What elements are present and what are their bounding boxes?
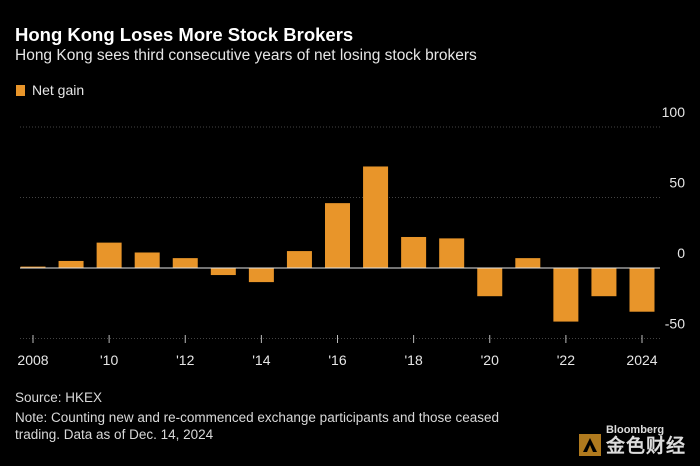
bar (401, 236, 427, 268)
bar (325, 203, 350, 268)
note-text: Note: Counting new and re-commenced exch… (15, 410, 500, 442)
x-tick-label: '12 (176, 352, 194, 368)
bar (20, 266, 46, 268)
bar (439, 238, 465, 268)
legend-label: Net gain (32, 82, 85, 98)
watermark-cn-text: 金色财经 (605, 436, 686, 457)
x-tick-label: '18 (405, 352, 423, 368)
bar (58, 260, 84, 268)
y-tick-label: 100 (662, 104, 686, 120)
legend-swatch (16, 84, 25, 96)
bar (210, 268, 236, 276)
y-tick-label: -50 (665, 316, 685, 332)
bar (629, 268, 655, 312)
bar (172, 258, 198, 268)
x-tick-label: '14 (252, 352, 270, 368)
bar (515, 258, 541, 268)
chart-subtitle: Hong Kong sees third consecutive years o… (15, 47, 477, 64)
y-tick-label: 0 (677, 245, 685, 261)
x-tick-label: '22 (557, 352, 575, 368)
x-tick-label: 2008 (17, 352, 48, 368)
bar (134, 252, 160, 268)
bar (96, 242, 122, 268)
watermark-brand: Bloomberg (605, 424, 665, 436)
bar (591, 268, 617, 297)
watermark: Bloomberg 金色财经 (578, 424, 686, 457)
chart-title: Hong Kong Loses More Stock Brokers (15, 24, 354, 45)
bar (553, 268, 579, 322)
y-tick-label: 50 (669, 175, 685, 191)
x-tick-label: 2024 (626, 352, 657, 368)
legend: Net gain (16, 82, 84, 98)
bar (286, 251, 312, 268)
source-text: Source: HKEX (15, 390, 103, 405)
bar (363, 166, 389, 268)
x-tick-label: '16 (328, 352, 346, 368)
bar (477, 268, 503, 297)
bar (248, 268, 274, 283)
x-tick-label: '10 (100, 352, 118, 368)
logo-icon (578, 434, 601, 456)
x-tick-label: '20 (481, 352, 499, 368)
